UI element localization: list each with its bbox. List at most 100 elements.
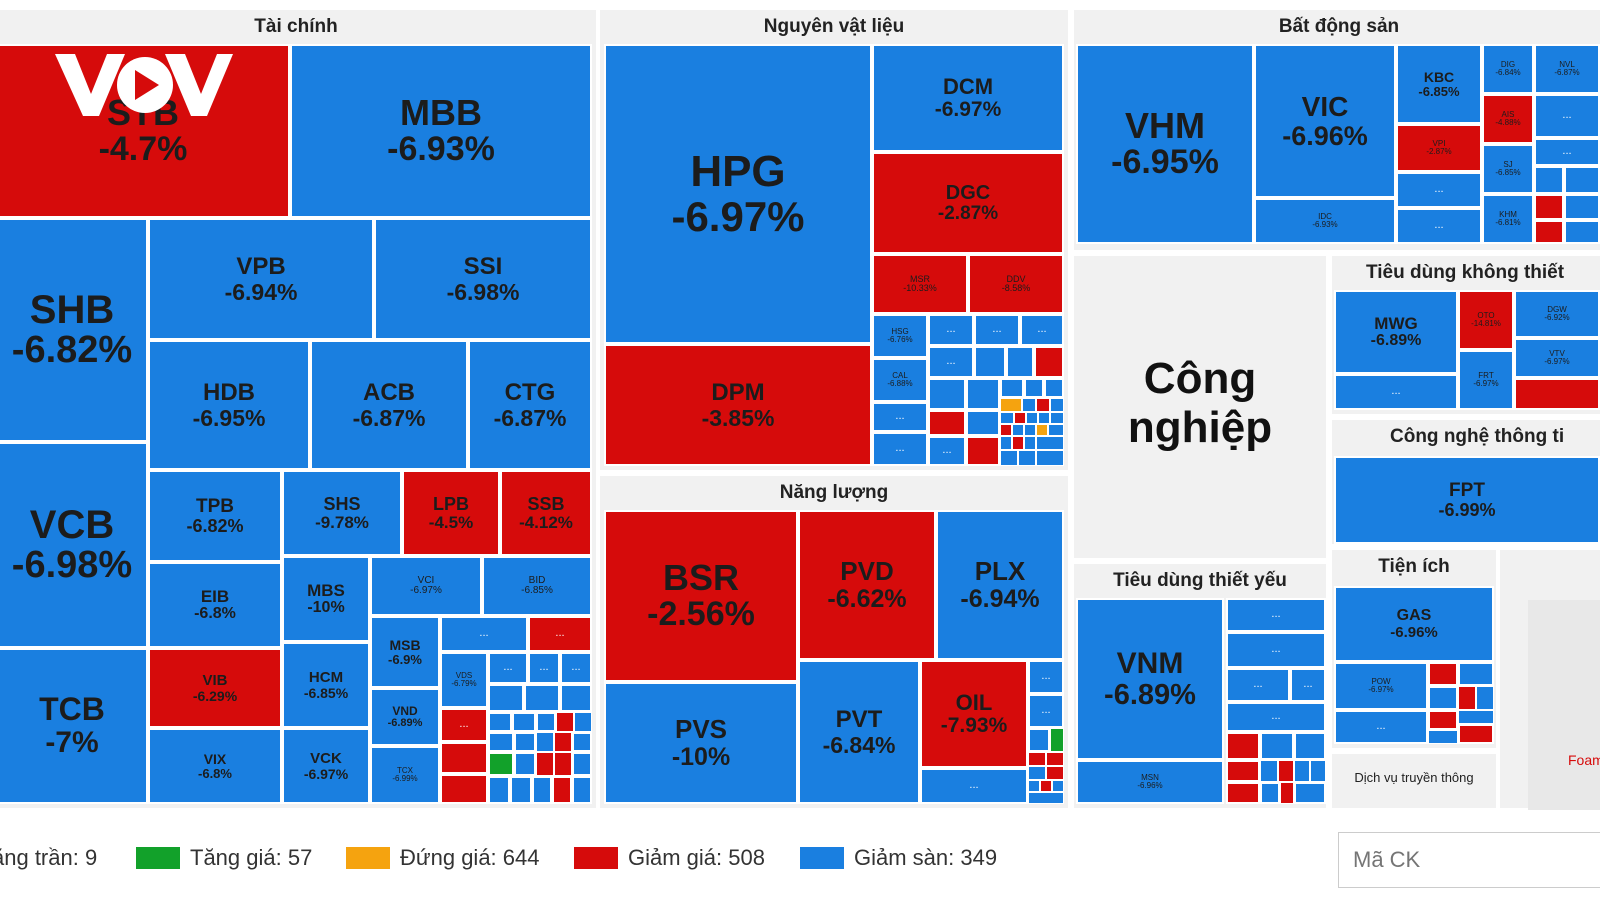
tile-khm[interactable]: KHM -6.81% [1482, 194, 1534, 244]
tile-ssi[interactable]: SSI -6.98% [374, 218, 592, 340]
tile-tcb[interactable]: TCB -7% [0, 648, 148, 804]
tile-small[interactable] [1534, 220, 1564, 244]
tile-small[interactable] [1048, 424, 1064, 436]
tile-small[interactable]: ... [1396, 208, 1482, 244]
tile-ssb[interactable]: SSB -4.12% [500, 470, 592, 556]
tile-small[interactable] [1000, 436, 1012, 450]
tile-ais[interactable]: AIS -4.88% [1482, 94, 1534, 144]
tile-small[interactable] [1428, 710, 1458, 730]
tile-hpg[interactable]: HPG -6.97% [604, 44, 872, 344]
tile-small[interactable] [1476, 686, 1494, 710]
tile-dpm[interactable]: DPM -3.85% [604, 344, 872, 466]
tile-small[interactable] [1046, 752, 1064, 766]
tile-small[interactable] [1024, 436, 1036, 450]
tile-small[interactable]: ... [920, 768, 1028, 804]
tile-small[interactable] [1000, 424, 1012, 436]
tile-small[interactable] [532, 776, 552, 804]
tile-small[interactable] [1458, 662, 1494, 686]
tile-pvt[interactable]: PVT -6.84% [798, 660, 920, 804]
tile-small[interactable] [1294, 760, 1310, 782]
tile-small[interactable]: ... [1028, 660, 1064, 694]
tile-pow[interactable]: POW -6.97% [1334, 662, 1428, 710]
tile-dcm[interactable]: DCM -6.97% [872, 44, 1064, 152]
tile-small[interactable] [1428, 686, 1458, 710]
tile-plx[interactable]: PLX -6.94% [936, 510, 1064, 660]
tile-small[interactable] [1044, 378, 1064, 398]
tile-small[interactable] [1280, 782, 1294, 804]
tile-small[interactable] [536, 732, 554, 752]
tile-small[interactable] [488, 752, 514, 776]
tile-small[interactable] [488, 732, 514, 752]
tile-small[interactable] [1028, 728, 1050, 752]
tile-small[interactable] [1006, 346, 1034, 378]
tile-small[interactable] [966, 378, 1000, 410]
tile-ctg[interactable]: CTG -6.87% [468, 340, 592, 470]
tile-small[interactable]: ... [1226, 632, 1326, 668]
tile-small[interactable] [572, 732, 592, 752]
tile-small[interactable] [1458, 724, 1494, 744]
tile-small[interactable]: ... [528, 652, 560, 684]
tile-small[interactable]: ... [1534, 138, 1600, 166]
tile-kbc[interactable]: KBC -6.85% [1396, 44, 1482, 124]
tile-vib[interactable]: VIB -6.29% [148, 648, 282, 728]
tile-dgc[interactable]: DGC -2.87% [872, 152, 1064, 254]
tile-gas[interactable]: GAS -6.96% [1334, 586, 1494, 662]
tile-small[interactable] [1226, 732, 1260, 760]
tile-small[interactable] [1514, 378, 1600, 410]
tile-vpi[interactable]: VPI -2.87% [1396, 124, 1482, 172]
tile-acb[interactable]: ACB -6.87% [310, 340, 468, 470]
tile-sj[interactable]: SJ -6.85% [1482, 144, 1534, 194]
tile-small[interactable] [1028, 780, 1040, 792]
tile-small[interactable] [488, 776, 510, 804]
tile-small[interactable]: ... [928, 314, 974, 346]
tile-small[interactable] [1050, 412, 1064, 424]
tile-nvl[interactable]: NVL -6.87% [1534, 44, 1600, 94]
tile-small[interactable] [554, 732, 572, 752]
tile-vck[interactable]: VCK -6.97% [282, 728, 370, 804]
tile-vcb[interactable]: VCB -6.98% [0, 442, 148, 648]
tile-fpt[interactable]: FPT -6.99% [1334, 456, 1600, 544]
tile-small[interactable] [512, 712, 536, 732]
tile-mbb[interactable]: MBB -6.93% [290, 44, 592, 218]
tile-small[interactable] [1014, 412, 1026, 424]
tile-lpb[interactable]: LPB -4.5% [402, 470, 500, 556]
tile-small[interactable] [1012, 424, 1024, 436]
tile-small[interactable] [1260, 760, 1278, 782]
tile-small[interactable]: ... [440, 708, 488, 742]
tile-oil[interactable]: OIL -7.93% [920, 660, 1028, 768]
stock-code-search-input[interactable] [1338, 832, 1600, 888]
tile-small[interactable] [1564, 220, 1600, 244]
tile-small[interactable]: ... [1334, 710, 1428, 744]
tile-small[interactable] [1260, 782, 1280, 804]
tile-small[interactable]: ... [1534, 94, 1600, 138]
tile-frt[interactable]: FRT -6.97% [1458, 350, 1514, 410]
tile-small[interactable] [966, 436, 1000, 466]
tile-small[interactable] [1038, 412, 1050, 424]
tile-msr[interactable]: MSR -10.33% [872, 254, 968, 314]
tile-small[interactable]: ... [928, 436, 966, 466]
tile-small[interactable] [1050, 398, 1064, 412]
tile-small[interactable] [572, 776, 592, 804]
tile-small[interactable] [524, 684, 560, 712]
tile-small[interactable]: ... [440, 616, 528, 652]
tile-mwg[interactable]: MWG -6.89% [1334, 290, 1458, 374]
tile-small[interactable] [440, 774, 488, 804]
tile-small[interactable] [974, 346, 1006, 378]
tile-small[interactable] [1036, 450, 1064, 466]
tile-small[interactable]: ... [488, 652, 528, 684]
tile-small[interactable]: ... [1020, 314, 1064, 346]
tile-small[interactable] [1564, 194, 1600, 220]
tile-small[interactable] [1036, 436, 1064, 450]
tile-small[interactable]: ... [1226, 668, 1290, 702]
tile-small[interactable] [928, 410, 966, 436]
tile-small[interactable] [1310, 760, 1326, 782]
tile-small[interactable] [1046, 766, 1064, 780]
tile-small[interactable] [1564, 166, 1600, 194]
tile-small[interactable] [552, 776, 572, 804]
tile-small[interactable]: ... [1290, 668, 1326, 702]
tile-small[interactable] [1260, 732, 1294, 760]
tile-small[interactable] [1534, 166, 1564, 194]
tile-small[interactable] [1226, 760, 1260, 782]
tile-dgw[interactable]: DGW -6.92% [1514, 290, 1600, 338]
tile-small[interactable] [510, 776, 532, 804]
